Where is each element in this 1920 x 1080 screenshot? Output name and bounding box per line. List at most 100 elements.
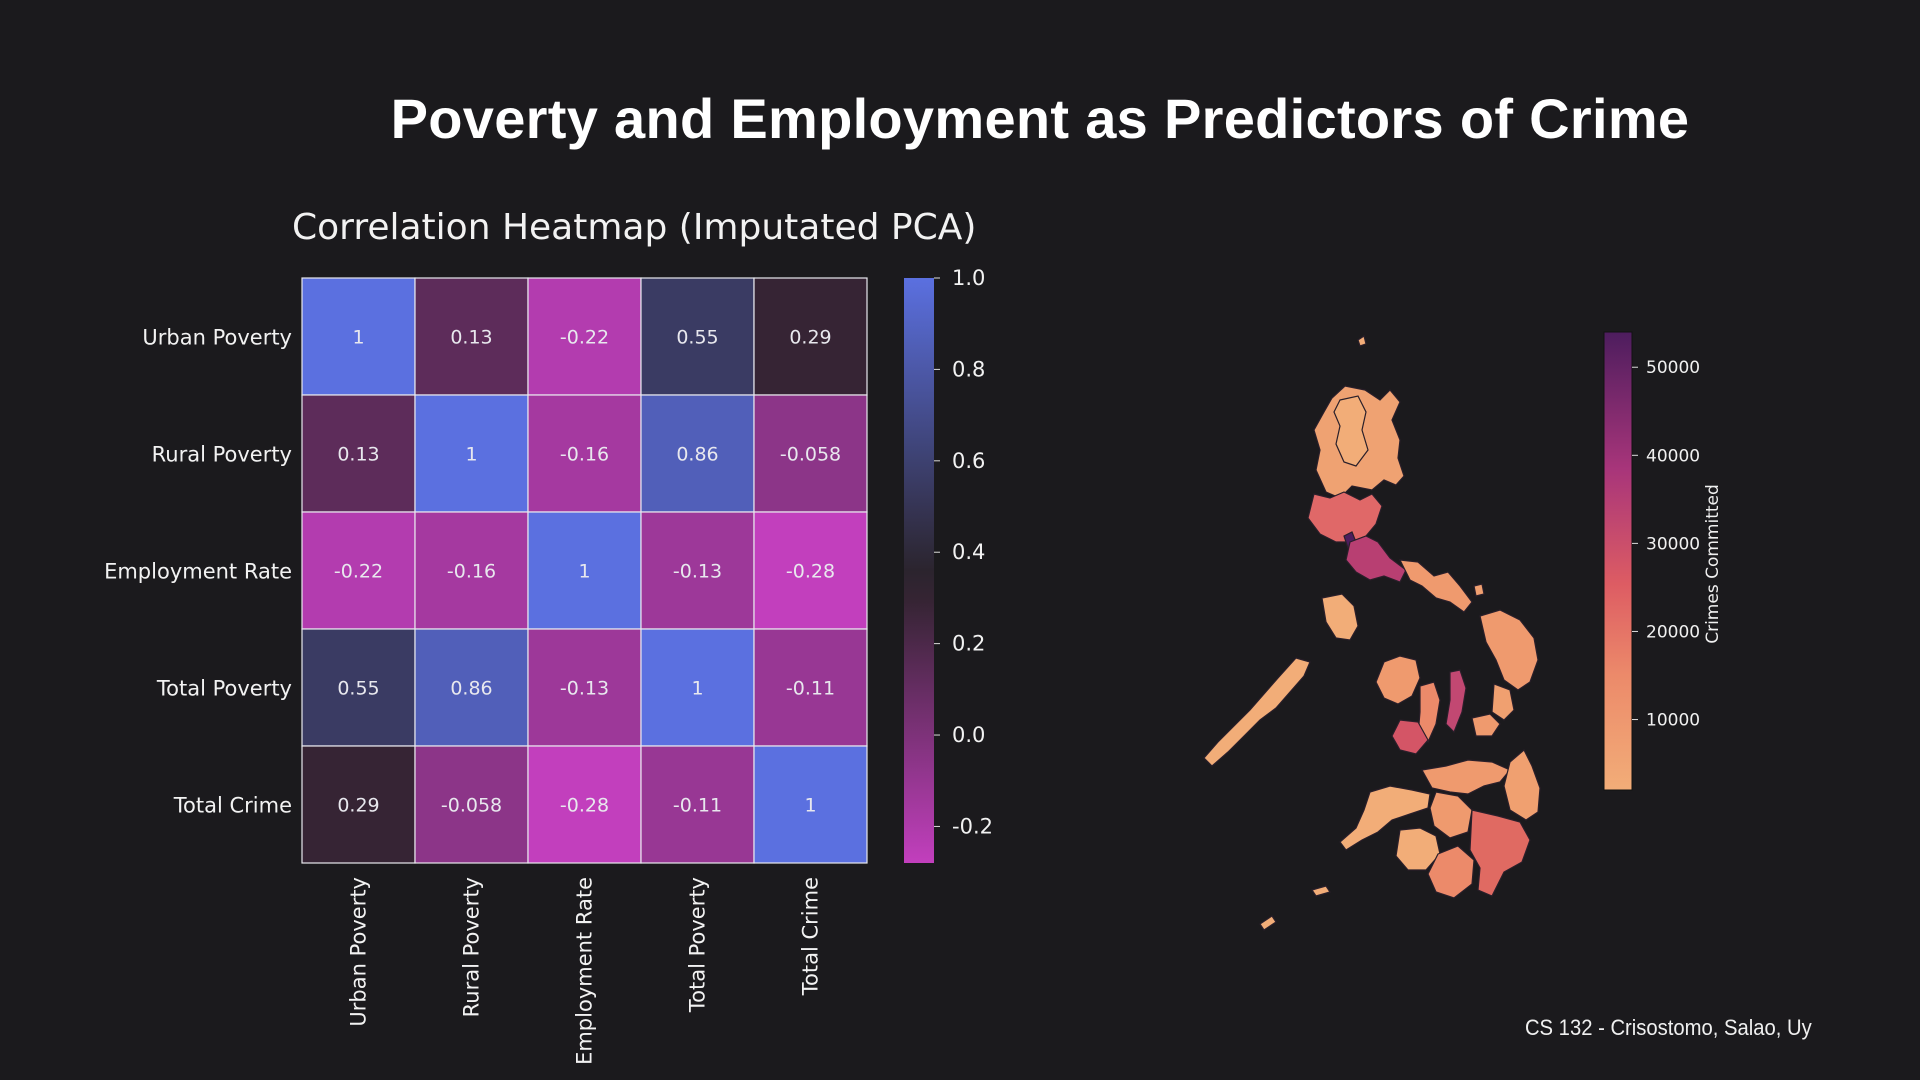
- heatmap-colorbar-tick-label: 0.0: [952, 723, 985, 747]
- map-region-batanes: [1357, 335, 1367, 347]
- heatmap-cell-label: -0.16: [560, 444, 609, 466]
- heatmap-row-label: Urban Poverty: [142, 326, 292, 350]
- heatmap-colorbar-tick-label: -0.2: [952, 814, 993, 838]
- map-region-sulu: [1311, 885, 1331, 897]
- heatmap-cell-label: 0.86: [676, 444, 718, 466]
- heatmap-column-label: Total Crime: [799, 877, 823, 996]
- map-region-davao: [1469, 809, 1531, 897]
- heatmap-row-label: Rural Poverty: [152, 443, 292, 467]
- heatmap-colorbar-tick-label: 0.8: [952, 357, 985, 381]
- map-region-bicol: [1398, 559, 1473, 613]
- heatmap-cell-label: -0.13: [560, 678, 609, 700]
- heatmap-cell-label: 1: [352, 327, 364, 349]
- map-region-calabarzon: [1345, 535, 1407, 583]
- map-colorbar-tick-label: 30000: [1646, 534, 1700, 554]
- heatmap-cell: [753, 745, 868, 864]
- map-region-central-luzon: [1307, 491, 1383, 543]
- map-region-soccsksargen: [1427, 845, 1475, 899]
- heatmap-cell-label: 1: [578, 561, 590, 583]
- heatmap-cell-label: -0.16: [447, 561, 496, 583]
- footer-credits: CS 132 - Crisostomo, Salao, Uy: [1525, 1015, 1812, 1040]
- heatmap-cell-label: 0.29: [789, 327, 831, 349]
- heatmap-cell: [301, 745, 416, 864]
- map-colorbar: [1603, 331, 1633, 791]
- heatmap-cell-label: -0.11: [786, 678, 835, 700]
- heatmap-column-label: Urban Poverty: [347, 877, 371, 1027]
- heatmap-cell-label: 1: [465, 444, 477, 466]
- map-region-catanduanes: [1473, 583, 1485, 597]
- correlation-heatmap: 1 0.13 -0.22 0.55 0.29 0.13 1 -0.16 0.86 -0.058 -0…: [104, 266, 993, 1065]
- heatmap-cell: [640, 394, 755, 513]
- map-region-mimaropa: [1321, 593, 1359, 641]
- map-region-cebu: [1445, 669, 1467, 734]
- heatmap-cell-label: 0.86: [450, 678, 492, 700]
- heatmap-colorbar-tick-label: 0.4: [952, 540, 985, 564]
- heatmap-row-label: Employment Rate: [104, 560, 292, 584]
- map-colorbar-label: Crimes Committed: [1703, 484, 1723, 644]
- heatmap-row-label: Total Poverty: [156, 677, 292, 701]
- map-region-barmm: [1395, 827, 1441, 871]
- map-colorbar-tick-label: 40000: [1646, 446, 1700, 466]
- heatmap-cell: [753, 628, 868, 747]
- map-region-zamboanga: [1339, 785, 1431, 851]
- map-region-palawan: [1203, 657, 1311, 767]
- map-region-bukidnon: [1429, 791, 1473, 839]
- map-region-leyte: [1491, 683, 1515, 721]
- heatmap-column-label: Total Poverty: [686, 877, 710, 1013]
- heatmap-cell: [414, 511, 529, 630]
- heatmap-cell-label: -0.058: [780, 444, 841, 466]
- heatmap-colorbar: [904, 278, 934, 863]
- heatmap-column-label: Rural Poverty: [460, 877, 484, 1017]
- heatmap-cell-label: 0.13: [337, 444, 379, 466]
- heatmap-cell-label: 0.55: [676, 327, 718, 349]
- heatmap-cell: [414, 394, 529, 513]
- heatmap-cell: [753, 511, 868, 630]
- heatmap-cell-label: 0.13: [450, 327, 492, 349]
- heatmap-cell-label: 1: [691, 678, 703, 700]
- map-region-caraga: [1503, 749, 1541, 821]
- heatmap-cell-label: 0.55: [337, 678, 379, 700]
- heatmap-cell-label: 1: [804, 795, 816, 817]
- map-colorbar-tick-label: 10000: [1646, 711, 1700, 731]
- heatmap-cell: [527, 628, 642, 747]
- heatmap-title: Correlation Heatmap (Imputated PCA): [292, 207, 977, 248]
- map-region-eastern-visayas: [1479, 609, 1539, 691]
- heatmap-cell-label: -0.28: [560, 795, 609, 817]
- heatmap-cell-label: -0.11: [673, 795, 722, 817]
- heatmap-cell: [640, 628, 755, 747]
- heatmap-cell: [640, 745, 755, 864]
- heatmap-colorbar-tick-label: 0.2: [952, 632, 985, 656]
- map-colorbar-tick-label: 20000: [1646, 622, 1700, 642]
- map-region-northern-mindanao: [1421, 759, 1511, 795]
- page-title: Poverty and Employment as Predictors of …: [390, 87, 1690, 150]
- heatmap-cell: [527, 511, 642, 630]
- map-region-cordillera: [1333, 395, 1369, 467]
- heatmap-cell: [301, 628, 416, 747]
- heatmap-cell: [414, 628, 529, 747]
- heatmap-cell: [640, 277, 755, 396]
- heatmap-cell: [527, 277, 642, 396]
- heatmap-cell: [753, 394, 868, 513]
- heatmap-cell-label: -0.28: [786, 561, 835, 583]
- map-region-western-visayas: [1375, 655, 1421, 705]
- map-region-negros-south: [1391, 719, 1429, 755]
- map-colorbar-tick-label: 50000: [1646, 358, 1700, 378]
- heatmap-row-label: Total Crime: [173, 794, 292, 818]
- heatmap-cell-label: 0.29: [337, 795, 379, 817]
- heatmap-cell: [414, 277, 529, 396]
- philippines-crime-map: 50000 40000 30000 20000 10000 Crimes Committ…: [1203, 331, 1723, 931]
- heatmap-cell: [527, 745, 642, 864]
- heatmap-colorbar-tick-label: 1.0: [952, 266, 985, 290]
- map-region-bohol: [1471, 713, 1501, 737]
- heatmap-cell: [527, 394, 642, 513]
- heatmap-cell: [301, 277, 416, 396]
- heatmap-cell: [640, 511, 755, 630]
- map-region-negros: [1417, 681, 1441, 743]
- heatmap-cell: [414, 745, 529, 864]
- heatmap-cell-label: -0.22: [560, 327, 609, 349]
- map-region-tawi-tawi: [1259, 915, 1277, 931]
- heatmap-colorbar-tick-label: 0.6: [952, 449, 985, 473]
- heatmap-column-label: Employment Rate: [573, 877, 597, 1065]
- heatmap-cell-label: -0.13: [673, 561, 722, 583]
- heatmap-cell-label: -0.22: [334, 561, 383, 583]
